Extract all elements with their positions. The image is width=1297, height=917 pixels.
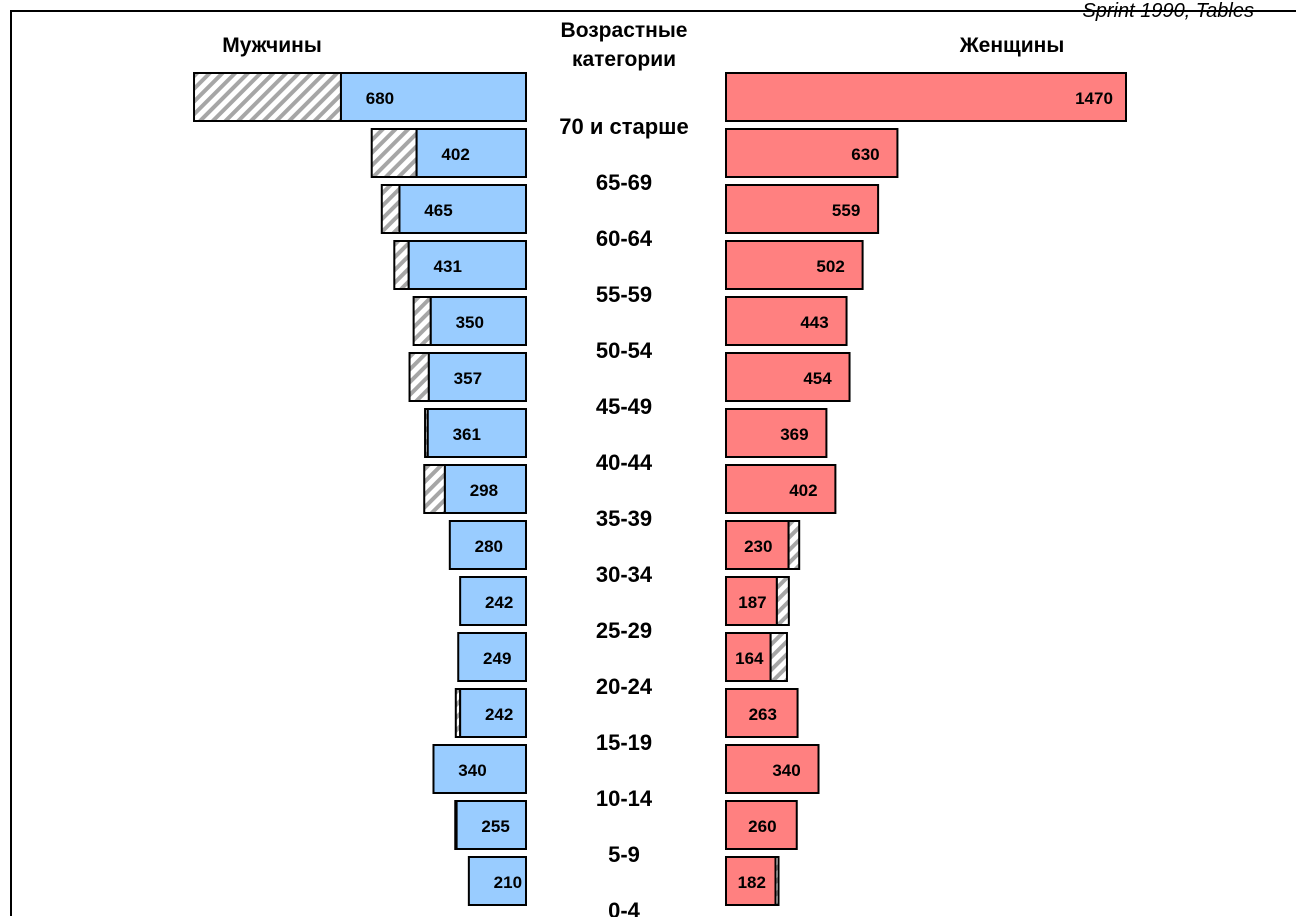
- men-bar-11: [459, 688, 527, 738]
- women-bar-1: [725, 128, 899, 178]
- men-bar-1: [415, 128, 527, 178]
- men-bar-12: [432, 744, 528, 794]
- women-bar-14: [725, 856, 777, 906]
- men-bar-0: [339, 72, 527, 122]
- men-value-label-2: 465: [424, 201, 452, 220]
- women-value-label-3: 502: [816, 257, 844, 276]
- women-value-label-0: 1470: [1075, 89, 1113, 108]
- women-bar-7: [725, 464, 837, 514]
- women-bar-5: [725, 352, 851, 402]
- women-value-label-7: 402: [789, 481, 817, 500]
- women-value-label-11: 263: [749, 705, 777, 724]
- women-value-label-14: 182: [738, 873, 766, 892]
- men-excess-bar-0: [193, 72, 342, 122]
- women-bar-12: [725, 744, 820, 794]
- men-value-label-5: 357: [454, 369, 482, 388]
- men-bar-8: [448, 520, 527, 570]
- age-category-label-10: 20-24: [596, 674, 653, 699]
- women-excess-bar-9: [775, 576, 790, 626]
- chart-frame: Sprint 1990, Tables: [10, 0, 1296, 916]
- women-bar-8: [725, 520, 790, 570]
- women-excess-bar-14: [774, 856, 780, 906]
- men-excess-bar-7: [423, 464, 446, 514]
- age-header-line1: Возрастные: [561, 19, 688, 42]
- men-value-label-9: 242: [485, 593, 513, 612]
- men-value-label-1: 402: [441, 145, 469, 164]
- women-bar-11: [725, 688, 799, 738]
- age-category-label-6: 40-44: [596, 450, 653, 475]
- men-value-label-4: 350: [456, 313, 484, 332]
- age-category-label-8: 30-34: [596, 562, 653, 587]
- age-category-label-4: 50-54: [596, 338, 653, 363]
- women-bar-0: [725, 72, 1127, 122]
- women-value-label-8: 230: [744, 537, 772, 556]
- age-category-label-13: 5-9: [608, 842, 640, 867]
- men-excess-bar-2: [380, 184, 401, 234]
- women-value-label-13: 260: [748, 817, 776, 836]
- age-category-label-0: 70 и старше: [559, 114, 688, 139]
- men-excess-bar-1: [370, 128, 418, 178]
- age-category-label-5: 45-49: [596, 394, 652, 419]
- men-bar-2: [398, 184, 527, 234]
- age-category-label-3: 55-59: [596, 282, 652, 307]
- men-bar-6: [426, 408, 527, 458]
- men-value-label-11: 242: [485, 705, 513, 724]
- women-value-label-2: 559: [832, 201, 860, 220]
- women-excess-bar-10: [769, 632, 788, 682]
- men-bar-3: [407, 240, 528, 290]
- age-category-label-14: 0-4: [608, 898, 641, 917]
- women-bar-2: [725, 184, 880, 234]
- men-value-label-3: 431: [434, 257, 462, 276]
- corner-note: Sprint 1990, Tables: [1082, 0, 1254, 22]
- age-category-label-12: 10-14: [596, 786, 653, 811]
- men-bar-4: [429, 296, 527, 346]
- men-value-label-7: 298: [470, 481, 498, 500]
- men-excess-bar-5: [408, 352, 430, 402]
- men-bar-13: [455, 800, 527, 850]
- women-value-label-10: 164: [735, 649, 764, 668]
- age-category-label-2: 60-64: [596, 226, 653, 251]
- women-value-label-9: 187: [738, 593, 766, 612]
- men-value-label-10: 249: [483, 649, 511, 668]
- men-bar-14: [467, 856, 528, 906]
- age-category-label-7: 35-39: [596, 506, 652, 531]
- age-category-label-9: 25-29: [596, 618, 652, 643]
- men-bar-10: [457, 632, 528, 682]
- women-value-label-4: 443: [800, 313, 828, 332]
- women-excess-bar-8: [787, 520, 801, 570]
- bars-group: 680 1470 70 и старше 402 630 65-69 465 559 60-64…: [193, 72, 1127, 917]
- men-value-label-6: 361: [453, 425, 481, 444]
- men-value-label-12: 340: [458, 761, 486, 780]
- age-category-label-1: 65-69: [596, 170, 652, 195]
- women-value-label-1: 630: [851, 145, 879, 164]
- men-header: Мужчины: [222, 34, 322, 57]
- men-bar-9: [459, 576, 527, 626]
- women-value-label-5: 454: [803, 369, 832, 388]
- women-value-label-12: 340: [772, 761, 800, 780]
- women-bar-6: [725, 408, 828, 458]
- men-bar-5: [427, 352, 528, 402]
- women-bar-13: [725, 800, 798, 850]
- men-value-label-14: 210: [494, 873, 522, 892]
- men-value-label-0: 680: [366, 89, 394, 108]
- men-excess-bar-4: [412, 296, 432, 346]
- women-bar-4: [725, 296, 848, 346]
- men-value-label-8: 280: [475, 537, 503, 556]
- age-category-label-11: 15-19: [596, 730, 652, 755]
- men-bar-7: [443, 464, 527, 514]
- women-value-label-6: 369: [780, 425, 808, 444]
- age-header-line2: категории: [572, 48, 676, 71]
- men-excess-bar-3: [393, 240, 410, 290]
- women-bar-3: [725, 240, 864, 290]
- men-value-label-13: 255: [481, 817, 509, 836]
- women-header: Женщины: [959, 34, 1065, 57]
